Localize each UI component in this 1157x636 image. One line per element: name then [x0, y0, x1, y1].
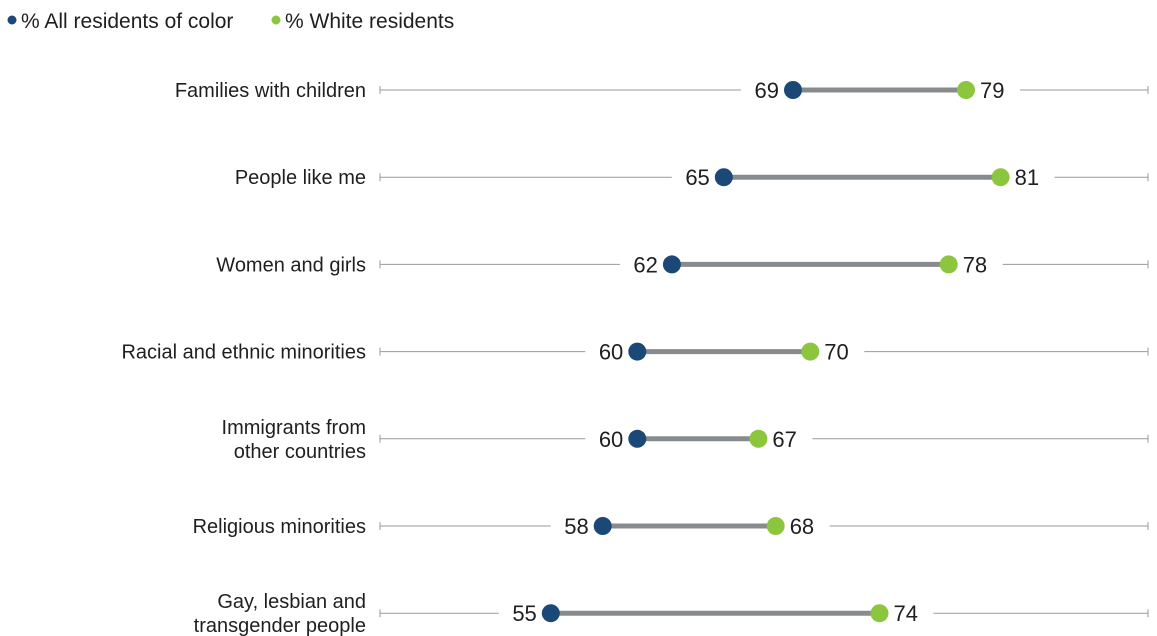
label-backdrop: [762, 424, 813, 453]
label-backdrop: [741, 76, 789, 104]
legend-item-0: % All residents of color: [7, 10, 233, 33]
label-backdrop: [779, 512, 830, 540]
legend-marker-icon: [7, 15, 17, 25]
point-white-residents: [766, 517, 785, 535]
point-residents-of-color: [593, 517, 612, 535]
category-label: Immigrants from: [222, 417, 366, 439]
category-label: Religious minorities: [193, 516, 366, 538]
point-white-residents: [991, 168, 1010, 187]
point-residents-of-color: [714, 168, 733, 187]
label-backdrop: [585, 337, 634, 366]
label-backdrop: [952, 250, 1003, 279]
value-label-white-residents: 74: [894, 601, 918, 626]
value-label-white-residents: 70: [824, 340, 848, 365]
label-backdrop: [498, 599, 547, 628]
chart-row: People like me 65 81: [235, 163, 1149, 192]
point-white-residents: [939, 255, 958, 274]
value-label-residents-of-color: 62: [633, 252, 657, 277]
chart-legend: % All residents of color % White resident…: [7, 10, 454, 33]
legend-label: % All residents of color: [21, 10, 233, 33]
legend-label: % White residents: [285, 10, 454, 33]
label-backdrop: [970, 76, 1020, 104]
label-backdrop: [550, 512, 599, 540]
category-label: Gay, lesbian and: [217, 591, 366, 613]
value-label-white-residents: 79: [980, 78, 1004, 103]
point-residents-of-color: [541, 604, 560, 623]
category-label: Families with children: [175, 80, 366, 102]
point-white-residents: [957, 81, 975, 99]
label-backdrop: [585, 424, 634, 453]
label-backdrop: [619, 250, 668, 279]
value-label-white-residents: 78: [963, 252, 987, 277]
category-label: People like me: [235, 167, 366, 189]
point-white-residents: [749, 429, 768, 448]
point-white-residents: [801, 342, 820, 361]
value-label-residents-of-color: 60: [599, 340, 623, 365]
label-backdrop: [814, 337, 865, 366]
chart-row: Families with children 69 79: [175, 76, 1149, 104]
chart-row: Religious minorities 58 68: [193, 512, 1149, 540]
chart-rows: Families with children 69 79 People like me…: [121, 76, 1149, 636]
category-label: Women and girls: [216, 254, 366, 276]
chart-row: Racial and ethnic minorities 60 70: [121, 337, 1149, 366]
legend-item-1: % White residents: [271, 10, 454, 33]
legend-marker-icon: [271, 15, 281, 25]
point-residents-of-color: [628, 429, 647, 448]
label-backdrop: [671, 163, 720, 192]
value-label-residents-of-color: 65: [685, 165, 709, 190]
value-label-white-residents: 81: [1015, 165, 1039, 190]
label-backdrop: [883, 599, 934, 628]
chart-row: Women and girls 62 78: [216, 250, 1149, 279]
value-label-white-residents: 68: [790, 514, 814, 539]
category-label: other countries: [234, 441, 366, 463]
value-label-residents-of-color: 60: [599, 427, 623, 452]
point-residents-of-color: [784, 81, 802, 99]
value-label-residents-of-color: 55: [512, 601, 536, 626]
value-label-white-residents: 67: [772, 427, 796, 452]
value-label-residents-of-color: 58: [564, 514, 588, 539]
category-label: transgender people: [194, 615, 366, 636]
category-label: Racial and ethnic minorities: [121, 342, 366, 364]
point-white-residents: [870, 604, 889, 623]
value-label-residents-of-color: 69: [755, 78, 779, 103]
label-backdrop: [1004, 163, 1055, 192]
point-residents-of-color: [662, 255, 681, 274]
point-residents-of-color: [628, 342, 647, 361]
